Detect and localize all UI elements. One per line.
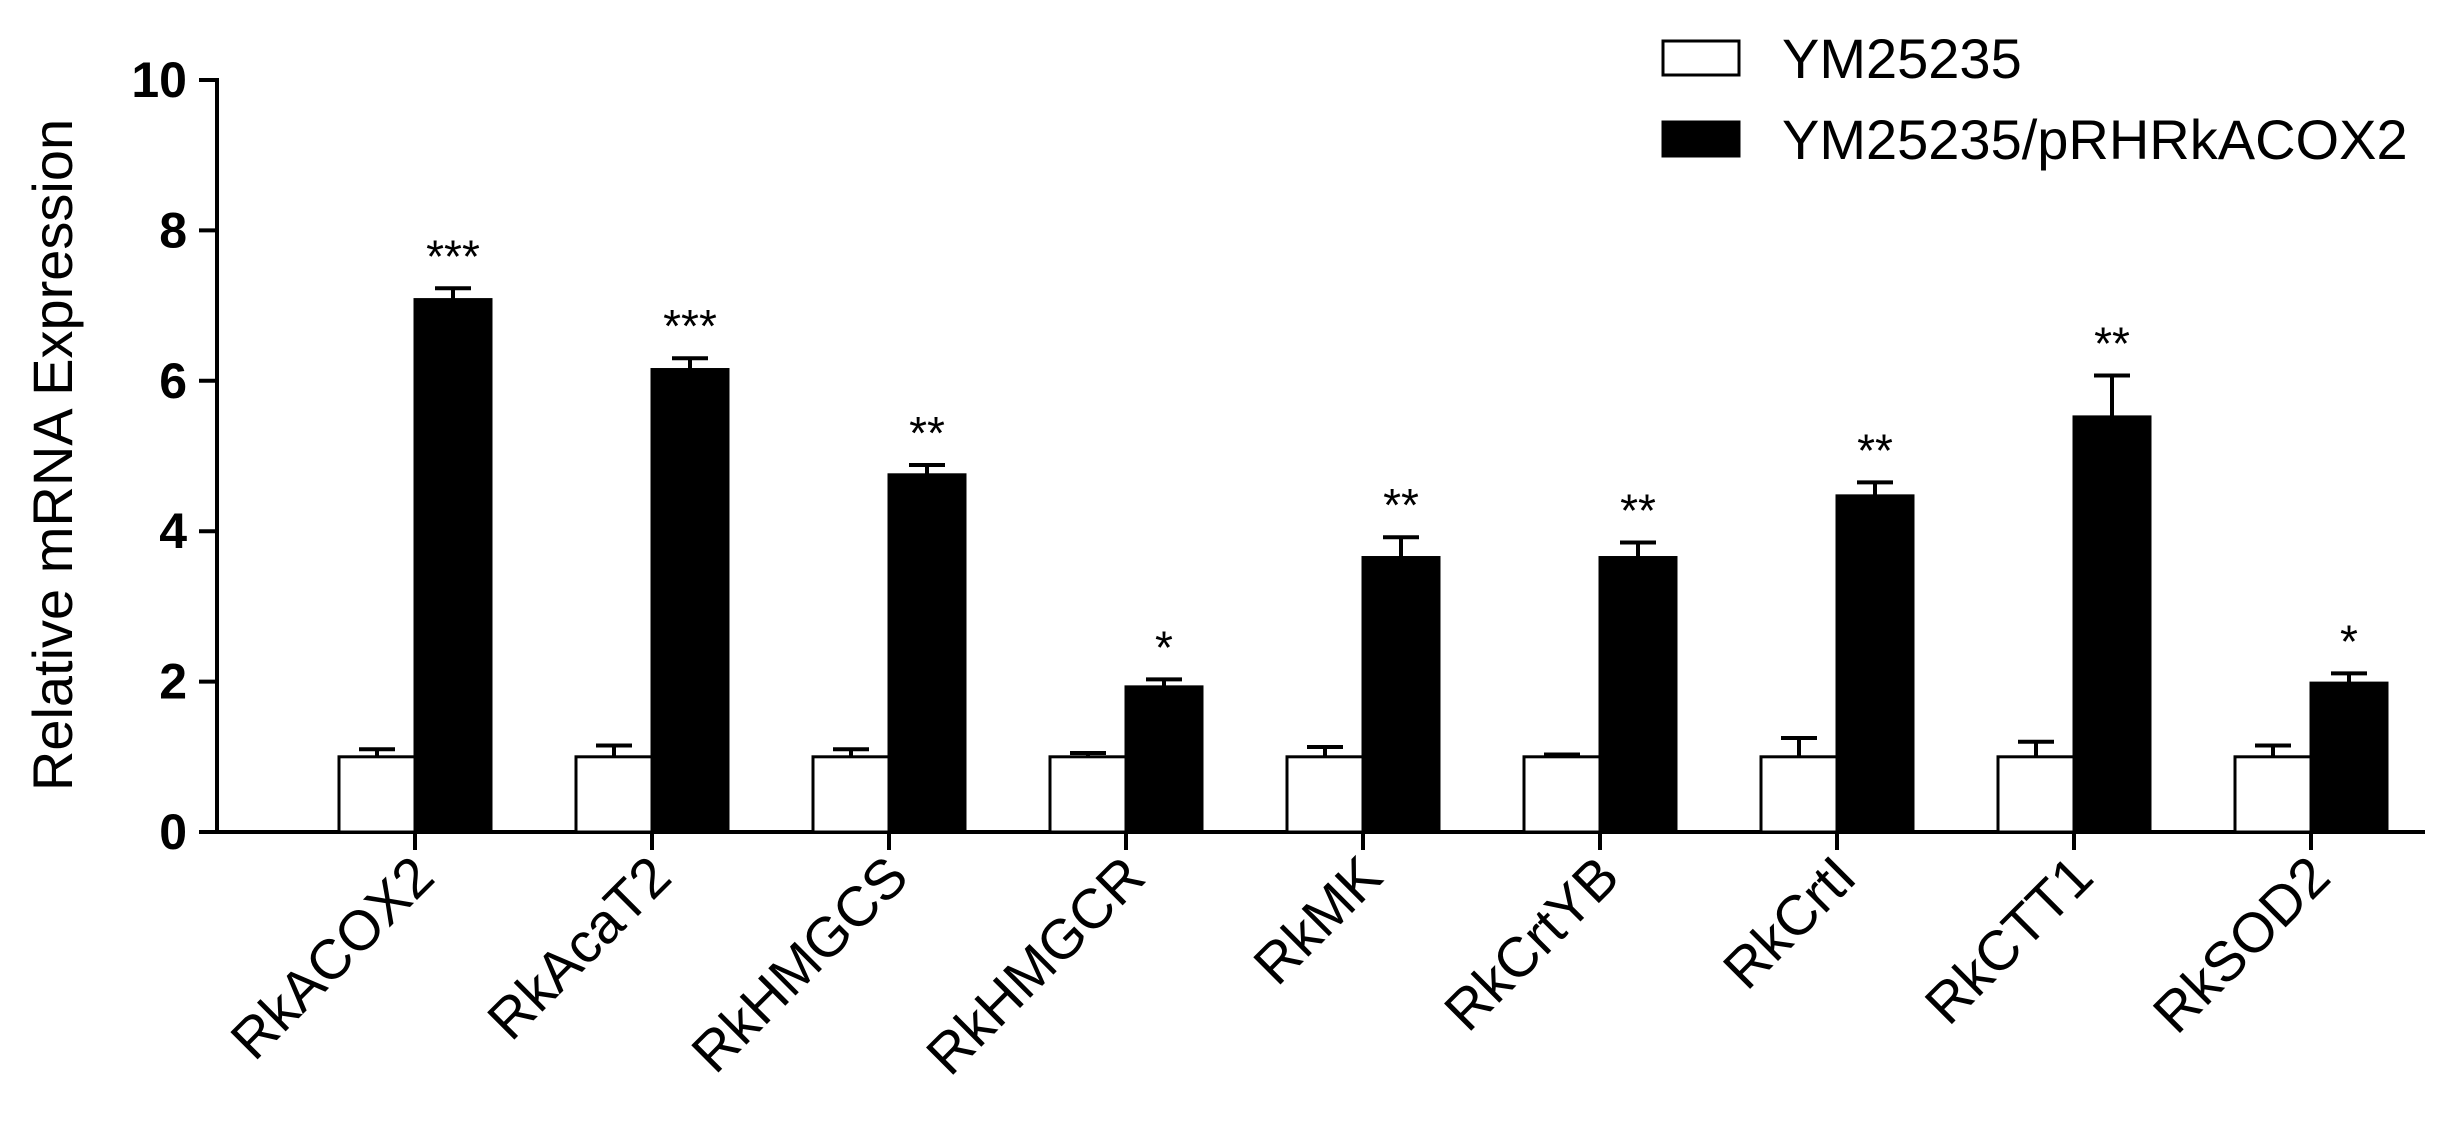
significance-marks: *********** ******* (426, 230, 2358, 673)
bar-ym25235-prhrkacox2-rkctt1 (2072, 415, 2152, 834)
bar-ym25235-rkhmgcr (1048, 755, 1128, 834)
bar-ym25235-rkcrtyb (1522, 755, 1602, 834)
significance-mark-rkcrti: ** (1857, 424, 1893, 476)
category-label-rkmk: RkMK (1241, 844, 1393, 996)
significance-mark-rkhmgcr: * (1155, 621, 1173, 673)
bar-ym25235-rkacat2 (574, 755, 654, 834)
bar-ym25235-prhrkacox2-rksod2 (2309, 681, 2389, 834)
category-label-rkacat2: RkAcaT2 (475, 844, 682, 1051)
y-axis-title: Relative mRNA Expression (21, 119, 84, 791)
bars (337, 298, 2389, 834)
x-axis (217, 830, 2425, 850)
category-label-rkacox2: RkACOX2 (218, 844, 445, 1071)
significance-mark-rkacat2: *** (663, 300, 717, 352)
category-label-rkcrtyb: RkCrtYB (1432, 844, 1631, 1043)
category-label-rkcrti: RkCrtI (1711, 844, 1868, 1001)
bar-ym25235-prhrkacox2-rkmk (1361, 556, 1441, 834)
error-bars (359, 286, 2367, 757)
legend-swatch-ym25235 (1661, 39, 1741, 77)
bar-ym25235-rkcrti (1759, 755, 1839, 834)
bar-ym25235-rkacox2 (337, 755, 417, 834)
significance-mark-rkmk: ** (1383, 479, 1419, 531)
bar-ym25235-rkmk (1285, 755, 1365, 834)
y-tick-label: 8 (159, 202, 187, 258)
category-label-rksod2: RkSOD2 (2141, 844, 2342, 1045)
y-tick-label: 2 (159, 654, 187, 710)
y-axis: 0 2 4 6 8 10 (131, 52, 219, 860)
bar-ym25235-prhrkacox2-rkhmgcs (887, 473, 967, 834)
legend-label-ym25235: YM25235 (1782, 27, 2022, 90)
bar-ym25235-rksod2 (2233, 755, 2313, 834)
bar-ym25235-prhrkacox2-rkhmgcr (1124, 685, 1204, 834)
legend-swatch-ym25235-prhrkacox2 (1661, 120, 1741, 158)
significance-mark-rkcrtyb: ** (1620, 484, 1656, 536)
bar-ym25235-prhrkacox2-rkcrti (1835, 494, 1915, 834)
y-tick-label: 4 (159, 503, 187, 559)
significance-mark-rkacox2: *** (426, 230, 480, 282)
significance-mark-rksod2: * (2340, 615, 2358, 667)
category-label-rkhmgcs: RkHMGCS (679, 844, 919, 1084)
significance-mark-rkhmgcs: ** (909, 407, 945, 459)
y-tick-label: 6 (159, 353, 187, 409)
category-label-rkctt1: RkCTT1 (1913, 844, 2105, 1036)
bar-ym25235-prhrkacox2-rkacat2 (650, 368, 730, 834)
bar-ym25235-prhrkacox2-rkacox2 (413, 298, 493, 834)
significance-mark-rkctt1: ** (2094, 318, 2130, 370)
bar-ym25235-rkhmgcs (811, 755, 891, 834)
legend: YM25235 YM25235/pRHRkACOX2 (1661, 27, 2408, 171)
bar-ym25235-rkctt1 (1996, 755, 2076, 834)
bar-ym25235-prhrkacox2-rkcrtyb (1598, 556, 1678, 834)
y-tick-label: 0 (159, 804, 187, 860)
y-tick-label: 10 (131, 52, 187, 108)
category-label-rkhmgcr: RkHMGCR (914, 844, 1157, 1087)
legend-label-ym25235-prhrkacox2: YM25235/pRHRkACOX2 (1782, 108, 2408, 171)
